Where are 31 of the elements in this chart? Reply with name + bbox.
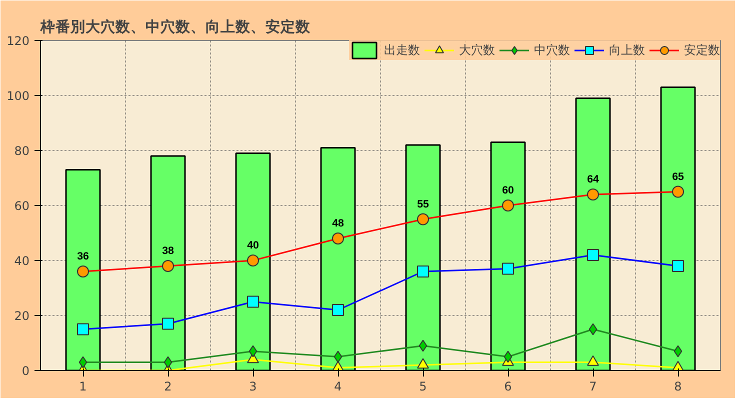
chart-title: 枠番別大穴数、中穴数、向上数、安定数 (40, 18, 312, 36)
data-label: 36 (77, 250, 89, 262)
x-tick-label: 6 (504, 380, 512, 394)
x-tick-label: 1 (79, 380, 87, 394)
data-label: 38 (162, 245, 174, 257)
legend-label: 向上数 (609, 42, 645, 58)
data-label: 40 (247, 240, 259, 252)
legend-label: 出走数 (384, 42, 420, 58)
legend-label: 大穴数 (459, 42, 495, 58)
x-tick-label: 3 (249, 380, 257, 394)
y-tick-label: 0 (22, 364, 30, 378)
data-label: 60 (502, 184, 514, 196)
data-label: 65 (672, 170, 684, 183)
y-tick-label: 20 (14, 309, 30, 323)
data-label: 48 (332, 218, 344, 230)
y-tick-label: 40 (14, 254, 30, 268)
x-tick-label: 2 (164, 380, 172, 394)
y-tick-label: 120 (6, 34, 30, 48)
x-tick-label: 4 (334, 380, 342, 394)
point (417, 358, 429, 369)
legend-label: 安定数 (684, 42, 720, 58)
y-tick-label: 100 (6, 89, 30, 103)
legend-label: 中穴数 (534, 42, 570, 58)
point (587, 355, 599, 366)
data-label: 55 (417, 198, 429, 210)
y-tick-label: 60 (14, 199, 30, 213)
data-label: 64 (587, 174, 599, 186)
x-tick-label: 5 (419, 380, 427, 394)
x-tick-label: 8 (674, 380, 682, 394)
y-tick-label: 80 (14, 144, 30, 158)
x-tick-label: 7 (589, 380, 597, 394)
